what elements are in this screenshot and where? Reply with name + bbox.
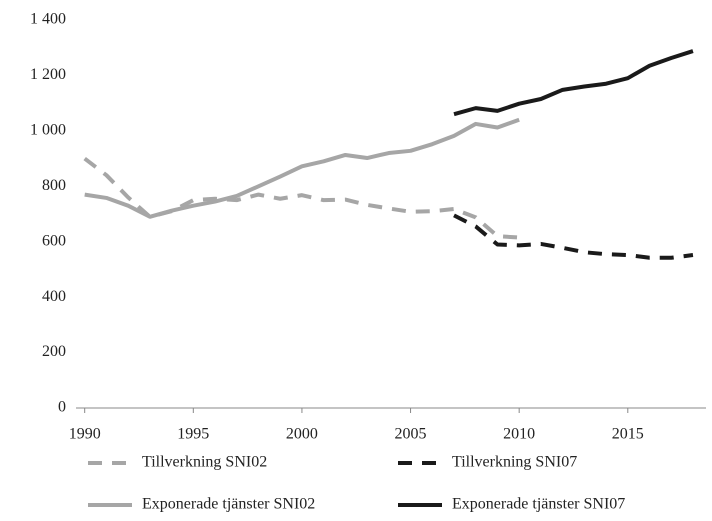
y-tick-label: 1 000 xyxy=(30,122,66,139)
x-tick-label: 1995 xyxy=(177,426,209,443)
legend-label: Tillverkning SNI02 xyxy=(142,454,267,471)
y-tick-label: 600 xyxy=(42,232,66,249)
y-tick-label: 1 400 xyxy=(30,11,66,28)
x-tick-label: 1990 xyxy=(69,426,101,443)
series-line xyxy=(453,213,694,260)
legend-label: Tillverkning SNI07 xyxy=(452,454,577,471)
y-tick-label: 1 200 xyxy=(30,66,66,83)
y-tick-label: 800 xyxy=(42,177,66,194)
series-line xyxy=(83,156,520,240)
y-tick-label: 400 xyxy=(42,288,66,305)
y-tick-label: 200 xyxy=(42,343,66,360)
series-line xyxy=(453,49,694,117)
y-tick-label: 0 xyxy=(58,399,66,416)
x-tick-label: 2010 xyxy=(503,426,535,443)
x-tick-label: 2000 xyxy=(286,426,318,443)
legend-label: Exponerade tjänster SNI07 xyxy=(452,496,625,513)
x-tick-label: 2005 xyxy=(395,426,427,443)
legend-label: Exponerade tjänster SNI02 xyxy=(142,496,315,513)
x-tick-label: 2015 xyxy=(612,426,644,443)
series-line xyxy=(84,117,520,219)
